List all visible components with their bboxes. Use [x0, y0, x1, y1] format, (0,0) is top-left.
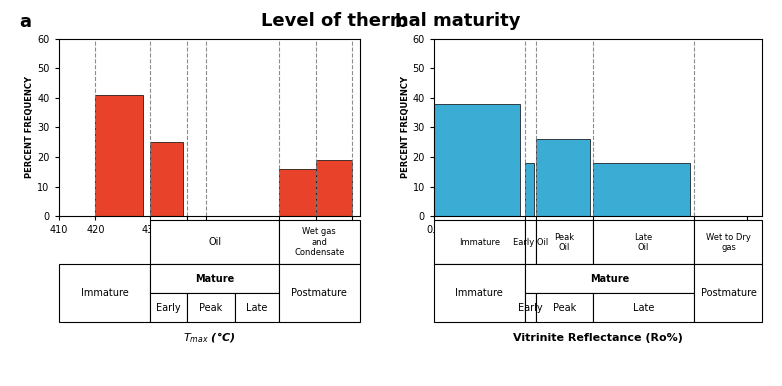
Text: Vitrinite Reflectance (Ro%): Vitrinite Reflectance (Ro%) — [513, 333, 683, 343]
Bar — [525, 163, 533, 216]
Text: Mature: Mature — [590, 274, 630, 284]
Bar — [150, 142, 184, 216]
Text: Wet gas
and
Condensate: Wet gas and Condensate — [294, 227, 345, 257]
Text: Immature: Immature — [455, 288, 503, 298]
Y-axis label: PERCENT FREQUENCY: PERCENT FREQUENCY — [401, 76, 410, 178]
Text: Immature: Immature — [81, 288, 128, 298]
Text: Early: Early — [518, 303, 543, 313]
Text: Oil: Oil — [208, 237, 221, 247]
Text: Peak: Peak — [553, 303, 576, 313]
Bar — [434, 104, 520, 216]
Text: $T_{max}$ (°C): $T_{max}$ (°C) — [183, 330, 235, 345]
Text: Mature: Mature — [195, 274, 235, 284]
Text: Level of thermal maturity: Level of thermal maturity — [261, 12, 521, 30]
Text: a: a — [20, 14, 31, 32]
Text: Peak: Peak — [199, 303, 223, 313]
Bar — [536, 139, 590, 216]
Text: Wet to Dry
gas: Wet to Dry gas — [706, 232, 751, 252]
Bar — [95, 95, 143, 216]
Text: Postmature: Postmature — [701, 288, 756, 298]
Text: Late: Late — [246, 303, 267, 313]
Bar — [316, 160, 353, 216]
Y-axis label: PERCENT FREQUENCY: PERCENT FREQUENCY — [26, 76, 34, 178]
Bar — [593, 163, 690, 216]
Bar — [279, 169, 316, 216]
Text: Immature: Immature — [459, 238, 500, 247]
Text: b: b — [395, 14, 407, 32]
Text: Late
Oil: Late Oil — [634, 232, 653, 252]
Text: Peak
Oil: Peak Oil — [554, 232, 574, 252]
Text: Postmature: Postmature — [292, 288, 347, 298]
Text: Early Oil: Early Oil — [513, 238, 548, 247]
Text: Early: Early — [156, 303, 181, 313]
Text: Late: Late — [633, 303, 655, 313]
